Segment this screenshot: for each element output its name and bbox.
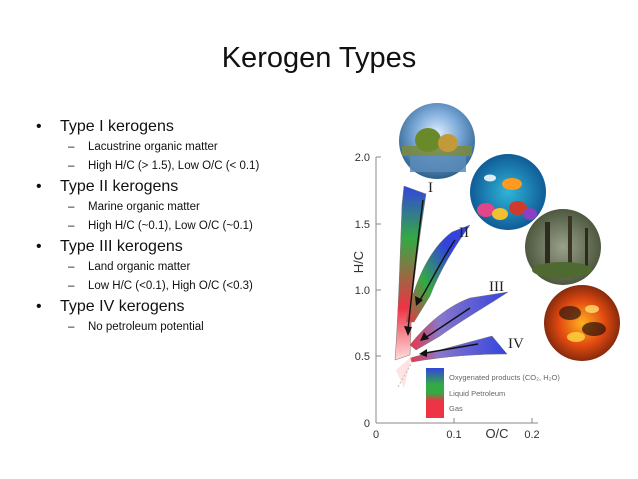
legend-color-bar — [426, 368, 444, 418]
legend-gas: Gas — [449, 404, 463, 413]
gas-tail — [396, 356, 412, 388]
dash: – — [68, 321, 75, 333]
bullet-type-2: • Type II kerogens — [36, 176, 336, 198]
x-tick-label: 0 — [373, 429, 379, 441]
type-label-ii: II — [459, 225, 469, 241]
dash: – — [68, 141, 75, 153]
dash: – — [68, 160, 75, 172]
bullet-type-4: • Type IV kerogens — [36, 296, 336, 318]
sub-bullet: – Marine organic matter — [36, 198, 336, 217]
y-axis-label: H/C — [351, 251, 366, 273]
type-label-iv: IV — [508, 336, 524, 352]
sub-bullet: – No petroleum potential — [36, 318, 336, 337]
y-tick-label: 0 — [364, 418, 370, 430]
dash: – — [68, 280, 75, 292]
y-tick-label: 0.5 — [355, 351, 370, 363]
type-label-iii: III — [489, 279, 504, 295]
legend-oxygenated: Oxygenated products (CO₂, H₂O) — [449, 373, 560, 382]
sub-bullet: – Lacustrine organic matter — [36, 138, 336, 157]
bullet-dot: • — [36, 118, 42, 135]
trend-line — [397, 361, 413, 388]
bullet-type-3: • Type III kerogens — [36, 236, 336, 258]
type-1-arrow — [407, 199, 424, 331]
y-tick-label: 1.0 — [355, 285, 370, 297]
type-label-i: I — [428, 180, 433, 196]
x-tick-label: 0.1 — [446, 429, 461, 441]
type-3-path — [409, 291, 509, 351]
type-2-arrow — [419, 239, 456, 301]
dash: – — [68, 261, 75, 273]
bullet-dot: • — [36, 298, 42, 315]
y-tick-label: 1.5 — [355, 219, 370, 231]
sub-bullet: – Low H/C (<0.1), High O/C (<0.3) — [36, 277, 336, 296]
sub-bullet: – High H/C (~0.1), Low O/C (~0.1) — [36, 217, 336, 236]
x-tick-label: 0.2 — [524, 429, 539, 441]
type-4-arrow — [424, 343, 479, 354]
dash: – — [68, 220, 75, 232]
type-1-path — [394, 185, 427, 361]
slide-title: Kerogen Types — [221, 42, 417, 74]
y-tick-label: 2.0 — [355, 152, 370, 164]
dash: – — [68, 201, 75, 213]
legend-petroleum: Liquid Petroleum — [449, 389, 505, 398]
bullet-type-1: • Type I kerogens — [36, 116, 336, 138]
bullet-dot: • — [36, 178, 42, 195]
lake-landscape-photo — [399, 103, 475, 179]
burning-coal-photo — [544, 285, 620, 361]
bullet-list: • Type I kerogens – Lacustrine organic mat… — [36, 116, 336, 337]
sub-bullet: – Land organic matter — [36, 258, 336, 277]
sub-bullet: – High H/C (> 1.5), Low O/C (< 0.1) — [36, 157, 336, 176]
type-3-arrow — [424, 307, 471, 339]
coral-reef-photo — [470, 154, 546, 230]
x-axis-label: O/C — [485, 426, 508, 441]
forest-photo — [525, 209, 601, 285]
bullet-dot: • — [36, 238, 42, 255]
